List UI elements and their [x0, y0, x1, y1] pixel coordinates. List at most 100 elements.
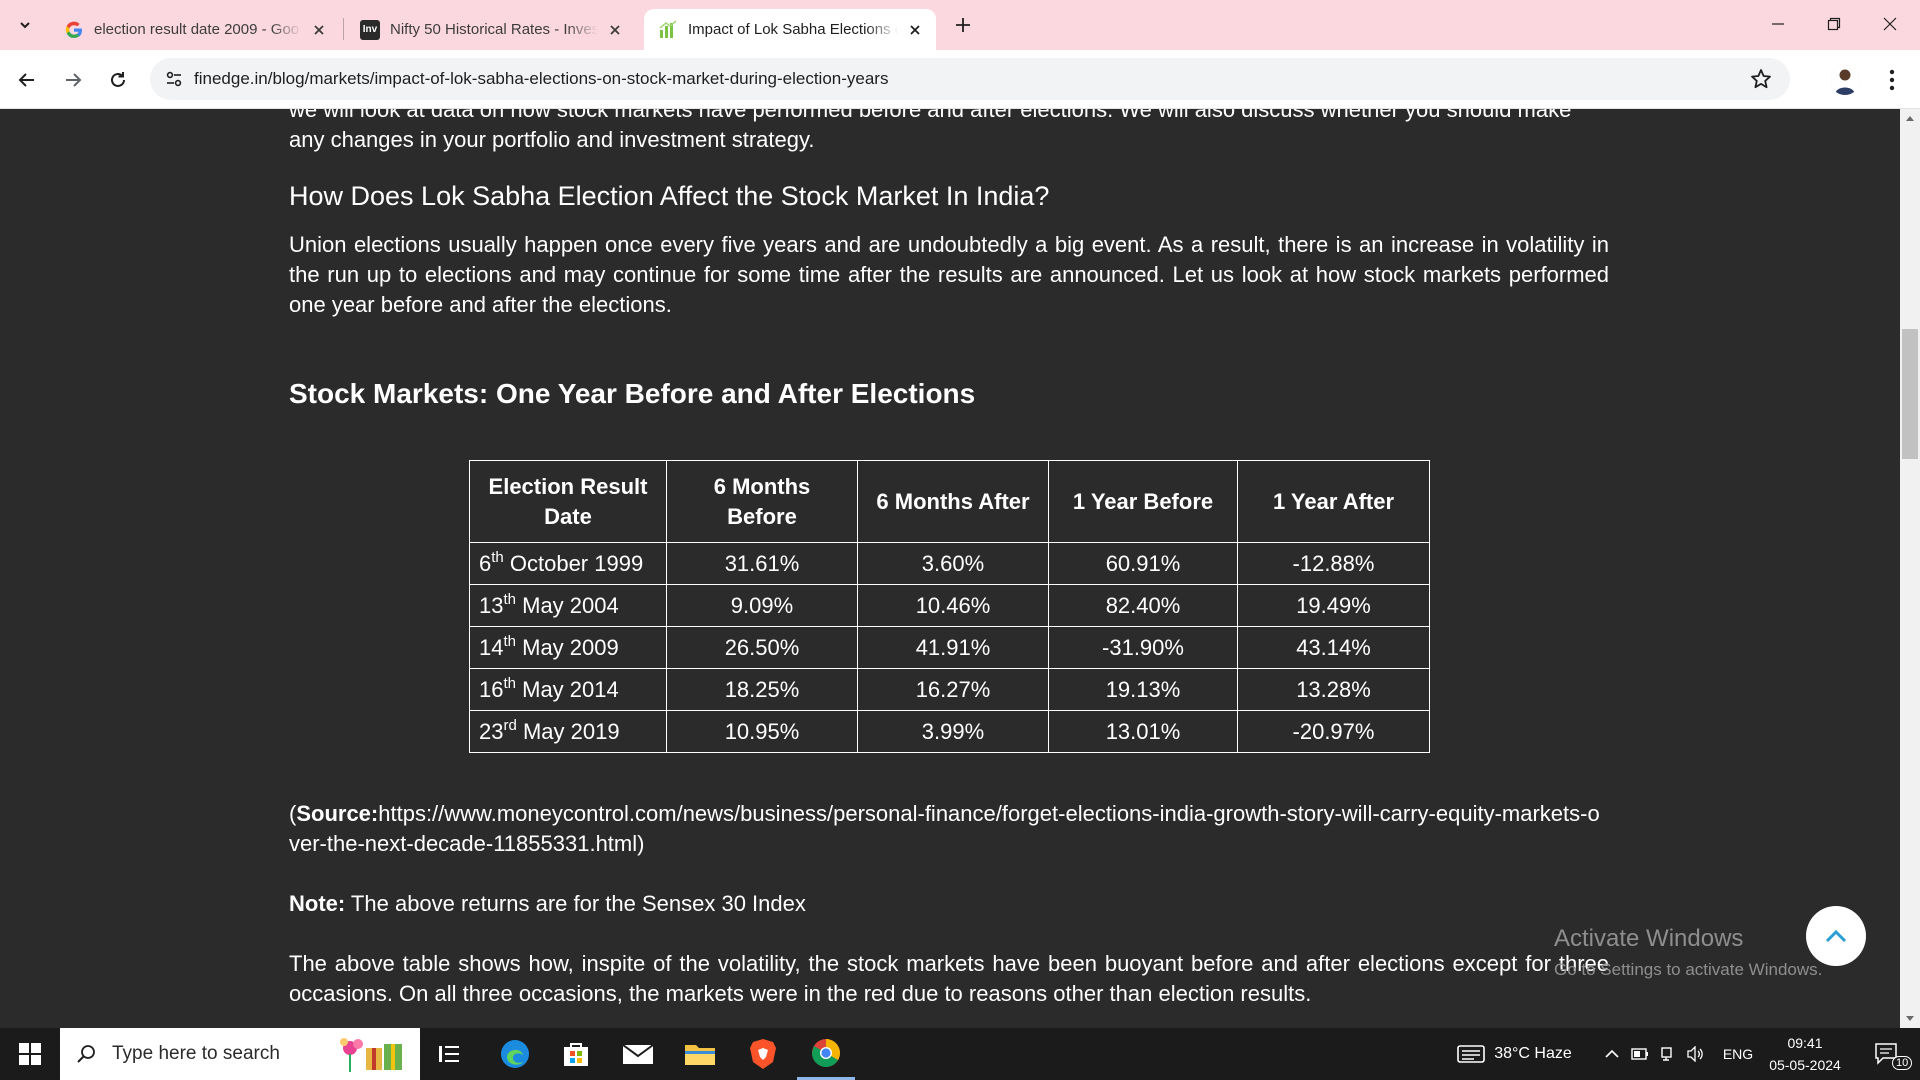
note-label: Note:: [289, 891, 346, 916]
date-cell: 16th May 2014: [469, 668, 667, 711]
tab-separator: [343, 18, 344, 40]
value-cell: -12.88%: [1237, 542, 1430, 585]
site-info-icon[interactable]: [154, 70, 194, 88]
more-vertical-icon: [1889, 69, 1895, 91]
conclusion-paragraph: The above table shows how, inspite of th…: [289, 951, 1609, 1006]
value-cell: 43.14%: [1237, 626, 1430, 669]
search-icon: [77, 1045, 95, 1063]
notification-center[interactable]: 10: [1862, 1028, 1913, 1080]
taskbar-mail[interactable]: [610, 1028, 666, 1080]
value-cell: 13.28%: [1237, 668, 1430, 711]
arrow-left-icon: [18, 73, 34, 87]
column-header: 6 Months After: [857, 460, 1049, 543]
close-window-button[interactable]: [1862, 0, 1918, 48]
language-indicator[interactable]: ENG: [1722, 1046, 1754, 1062]
close-tab-icon[interactable]: [604, 19, 626, 41]
restore-button[interactable]: [1806, 0, 1862, 48]
value-cell: 13.01%: [1048, 710, 1238, 753]
chevron-up-icon: [1605, 1049, 1619, 1058]
weather-widget[interactable]: 38°C Haze: [1444, 1028, 1584, 1080]
value-cell: 19.49%: [1237, 584, 1430, 627]
vertical-scrollbar[interactable]: [1900, 109, 1920, 1028]
table-row: 14th May 2009 26.50% 41.91% -31.90% 43.1…: [469, 626, 1430, 669]
browser-menu-button[interactable]: [1880, 64, 1904, 96]
value-cell: 10.95%: [666, 710, 858, 753]
value-cell: 82.40%: [1048, 584, 1238, 627]
tab-title: Impact of Lok Sabha Elections o: [688, 21, 898, 38]
avatar-icon: [1830, 65, 1860, 95]
clock-time: 09:41: [1787, 1035, 1823, 1051]
source-link[interactable]: https://www.moneycontrol.com/news/busine…: [289, 801, 1600, 856]
tab-finedge-active[interactable]: Impact of Lok Sabha Elections o: [644, 9, 936, 50]
gift-decor-icon: [340, 1038, 402, 1072]
forward-button[interactable]: [55, 62, 91, 98]
note-line: Note: The above returns are for the Sens…: [289, 891, 806, 916]
tab-search-button[interactable]: [8, 8, 42, 42]
value-cell: 31.61%: [666, 542, 858, 585]
scroll-to-top-button[interactable]: [1806, 906, 1866, 966]
folder-icon: [685, 1045, 715, 1065]
table-row: 6th October 1999 31.61% 3.60% 60.91% -12…: [469, 542, 1430, 585]
date-cell: 6th October 1999: [469, 542, 667, 585]
chevron-up-icon: [1825, 929, 1847, 943]
restore-icon: [1827, 17, 1841, 31]
taskbar-edge[interactable]: [487, 1028, 543, 1080]
bookmark-star-icon[interactable]: [1750, 68, 1772, 95]
body-paragraph: Union elections usually happen once ever…: [289, 232, 1609, 317]
taskbar-file-explorer[interactable]: [672, 1028, 728, 1080]
url-text[interactable]: finedge.in/blog/markets/impact-of-lok-sa…: [194, 69, 889, 88]
table-heading: Stock Markets: One Year Before and After…: [289, 378, 976, 409]
close-tab-icon[interactable]: [904, 19, 926, 41]
date-cell: 13th May 2004: [469, 584, 667, 627]
show-hidden-icons[interactable]: [1600, 1028, 1624, 1080]
column-header: 1 Year Before: [1048, 460, 1238, 543]
clock-date: 05-05-2024: [1769, 1057, 1841, 1073]
close-tab-icon[interactable]: [308, 19, 330, 41]
arrow-right-icon: [66, 73, 82, 87]
brave-icon: [750, 1039, 776, 1069]
tab-google-search[interactable]: election result date 2009 - Goo: [50, 9, 340, 50]
taskbar-clock[interactable]: 09:41 05-05-2024: [1760, 1032, 1850, 1076]
network-tray[interactable]: [1656, 1028, 1680, 1080]
scrollbar-thumb[interactable]: [1902, 329, 1918, 459]
edge-icon: [501, 1040, 529, 1068]
taskbar-chrome-active[interactable]: [797, 1028, 855, 1080]
close-icon: [1883, 17, 1897, 31]
profile-avatar[interactable]: [1830, 65, 1860, 95]
notification-badge: 10: [1892, 1056, 1913, 1070]
source-line: (Source:https://www.moneycontrol.com/new…: [289, 801, 1600, 856]
weather-text: 38°C Haze: [1494, 1045, 1572, 1062]
reload-button[interactable]: [100, 62, 136, 98]
intro-paragraph-cut: we will look at data on how stock market…: [289, 109, 1572, 122]
volume-icon: [1687, 1046, 1703, 1062]
scroll-down-arrow[interactable]: [1900, 1010, 1920, 1028]
volume-tray[interactable]: [1684, 1028, 1708, 1080]
chrome-icon: [812, 1038, 840, 1067]
taskbar-brave[interactable]: [735, 1028, 791, 1080]
tab-strip: election result date 2009 - Goo Inv Nift…: [0, 0, 1920, 50]
task-view-icon: [439, 1046, 459, 1062]
table-row: 13th May 2004 9.09% 10.46% 82.40% 19.49%: [469, 584, 1430, 627]
back-button[interactable]: [9, 62, 45, 98]
taskbar-store[interactable]: [548, 1028, 604, 1080]
new-tab-button[interactable]: [946, 8, 980, 42]
value-cell: 26.50%: [666, 626, 858, 669]
plus-icon: [956, 18, 970, 32]
google-g-icon: [64, 20, 84, 40]
column-header: 6 Months Before: [666, 460, 858, 543]
search-placeholder: Type here to search: [112, 1043, 280, 1064]
task-view-button[interactable]: [430, 1028, 468, 1080]
battery-tray[interactable]: [1628, 1028, 1652, 1080]
start-button[interactable]: [0, 1028, 60, 1080]
browser-toolbar: finedge.in/blog/markets/impact-of-lok-sa…: [0, 50, 1920, 109]
address-bar[interactable]: finedge.in/blog/markets/impact-of-lok-sa…: [150, 58, 1790, 100]
value-cell: -31.90%: [1048, 626, 1238, 669]
tab-investing[interactable]: Inv Nifty 50 Historical Rates - Inves: [346, 9, 636, 50]
taskbar-search-box[interactable]: Type here to search: [60, 1028, 420, 1080]
chevron-down-icon: [20, 22, 30, 29]
scroll-up-arrow[interactable]: [1900, 109, 1920, 127]
value-cell: 16.27%: [857, 668, 1049, 711]
table-row: 23rd May 2019 10.95% 3.99% 13.01% -20.97…: [469, 710, 1430, 753]
minimize-button[interactable]: [1750, 0, 1806, 48]
network-icon: [1661, 1047, 1672, 1061]
